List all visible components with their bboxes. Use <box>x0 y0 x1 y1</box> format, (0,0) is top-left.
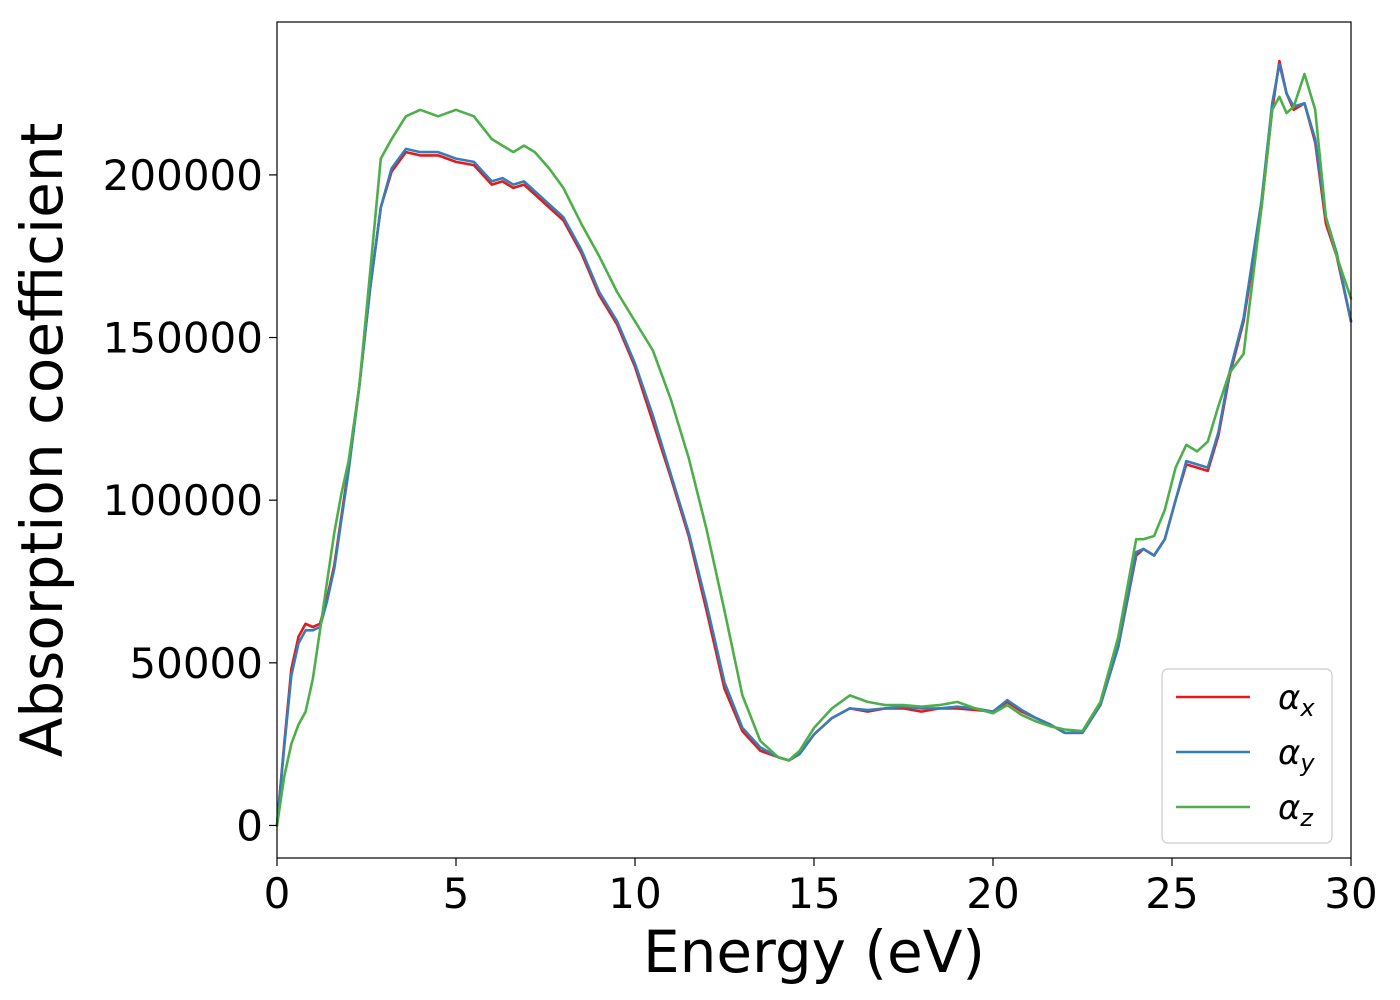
y-axis-title: Absorption coefficient <box>8 123 76 758</box>
x-tick-label: 20 <box>966 869 1019 918</box>
series-lines <box>275 59 1353 827</box>
legend-box <box>1161 668 1333 844</box>
y-tick-label: 0 <box>236 801 263 850</box>
y-tick-label: 200000 <box>103 151 263 200</box>
y-axis-ticks: 0 50000 100000 150000 200000 <box>103 151 277 850</box>
y-tick-label: 100000 <box>103 476 263 525</box>
y-tick-label: 150000 <box>103 314 263 363</box>
y-tick-label: 50000 <box>129 639 263 688</box>
x-tick-label: 15 <box>787 869 840 918</box>
x-tick-label: 0 <box>264 869 291 918</box>
x-tick-label: 5 <box>443 869 470 918</box>
series-line-y <box>275 63 1353 827</box>
x-axis-title: Energy (eV) <box>643 918 985 986</box>
series-line-z <box>275 72 1353 827</box>
x-tick-label: 30 <box>1324 869 1377 918</box>
x-tick-label: 25 <box>1145 869 1198 918</box>
x-axis-ticks: 0 5 10 15 20 25 30 <box>264 858 1378 918</box>
x-tick-label: 10 <box>608 869 661 918</box>
